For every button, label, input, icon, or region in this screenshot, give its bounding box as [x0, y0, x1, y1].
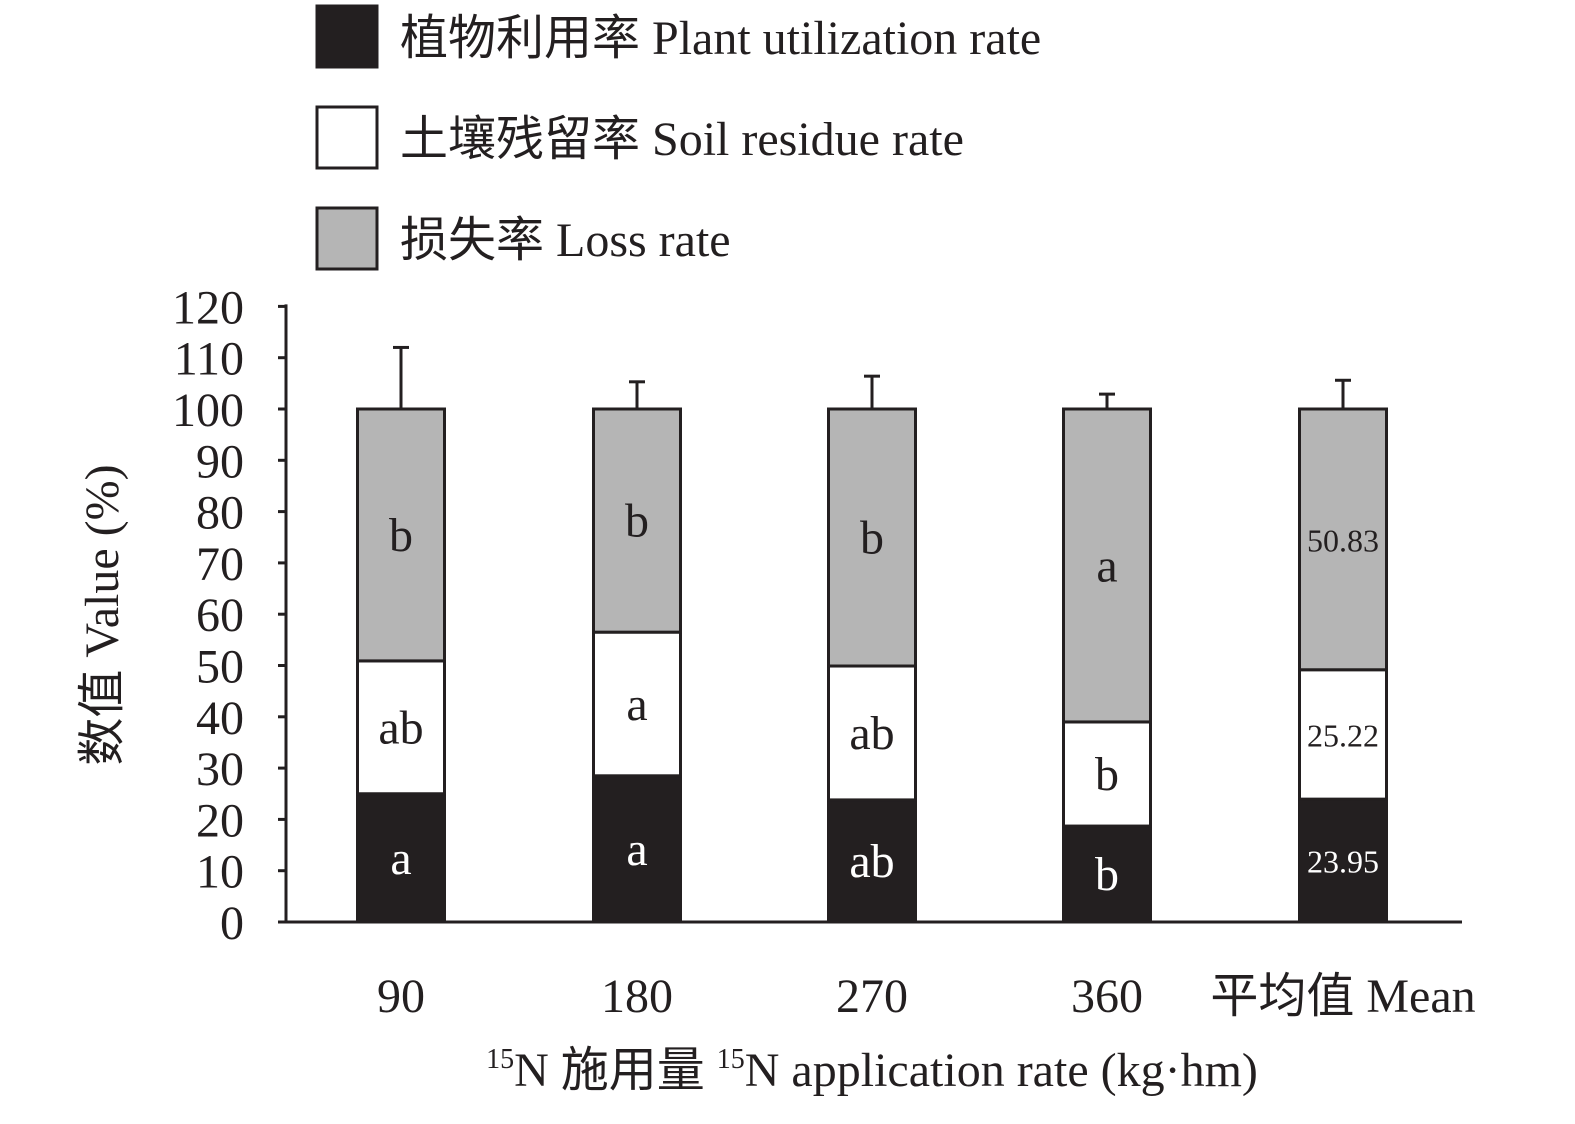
x-tick-label: 180	[601, 970, 673, 1023]
x-axis-label-part1: N 施用量	[514, 1044, 717, 1097]
legend-swatch-2	[315, 206, 379, 271]
y-tick-label: 60	[196, 589, 244, 642]
bar-segment-0	[592, 774, 682, 924]
significance-letter: ab	[378, 701, 423, 754]
significance-letter: b	[389, 509, 413, 562]
legend-label-2: 损失率 Loss rate	[400, 214, 731, 267]
value-label: 50.83	[1307, 522, 1379, 558]
y-tick-label: 10	[196, 846, 244, 899]
significance-letter: b	[625, 495, 649, 548]
significance-letter: a	[626, 678, 647, 731]
x-tick-label: 360	[1071, 970, 1143, 1023]
bar-segment-1	[592, 630, 682, 778]
bar-segment-0	[1062, 824, 1152, 924]
y-tick-label: 0	[220, 897, 244, 950]
significance-letter: a	[1096, 539, 1117, 592]
x-axis-label-sup2: 15	[717, 1044, 745, 1075]
y-tick-label: 70	[196, 538, 244, 591]
y-tick-label: 80	[196, 487, 244, 540]
bar-segment-0	[1298, 797, 1388, 924]
significance-letter: ab	[849, 835, 894, 888]
significance-letter: b	[1095, 848, 1119, 901]
x-axis: 90 180 270 360 平均值 Mean	[286, 920, 1476, 1023]
legend-label-0: 植物利用率 Plant utilization rate	[400, 12, 1041, 65]
value-label: 25.22	[1307, 717, 1379, 753]
y-tick-label: 110	[174, 333, 244, 386]
y-tick-label: 90	[196, 435, 244, 488]
x-axis-label-sup1: 15	[486, 1044, 514, 1075]
legend-swatch-0	[315, 4, 379, 69]
significance-letter: a	[626, 823, 647, 876]
y-tick-label: 50	[196, 641, 244, 694]
x-axis-label: 15N 施用量 15N application rate (kg·hm)	[486, 1044, 1258, 1097]
y-tick-label: 120	[172, 281, 244, 334]
legend-label-1: 土壤残留率 Soil residue rate	[400, 113, 964, 166]
value-label: 23.95	[1307, 844, 1379, 880]
bar-segment-1	[1062, 720, 1152, 828]
significance-letter: a	[390, 832, 411, 885]
bar-segment-1	[827, 664, 917, 802]
significance-letter: ab	[849, 707, 894, 760]
x-tick-label: 90	[377, 970, 425, 1023]
bar-segment-1	[1298, 668, 1388, 801]
legend: 植物利用率 Plant utilization rate 土壤残留率 Soil r…	[315, 4, 1041, 271]
significance-letter: b	[860, 512, 884, 565]
y-tick-label: 100	[172, 384, 244, 437]
y-tick-label: 20	[196, 794, 244, 847]
x-axis-label-part2: N application rate (kg·hm)	[745, 1044, 1258, 1097]
x-tick-label: 平均值 Mean	[1210, 970, 1475, 1023]
y-tick-label: 30	[196, 743, 244, 796]
significance-letter: b	[1095, 748, 1119, 801]
x-tick-label: 270	[836, 970, 908, 1023]
y-tick-label: 40	[196, 692, 244, 745]
bar-segment-2	[827, 407, 917, 668]
legend-swatch-1	[315, 105, 379, 170]
bar-segment-2	[1298, 407, 1388, 672]
y-axis-label: 数值 Value (%)	[76, 464, 129, 765]
